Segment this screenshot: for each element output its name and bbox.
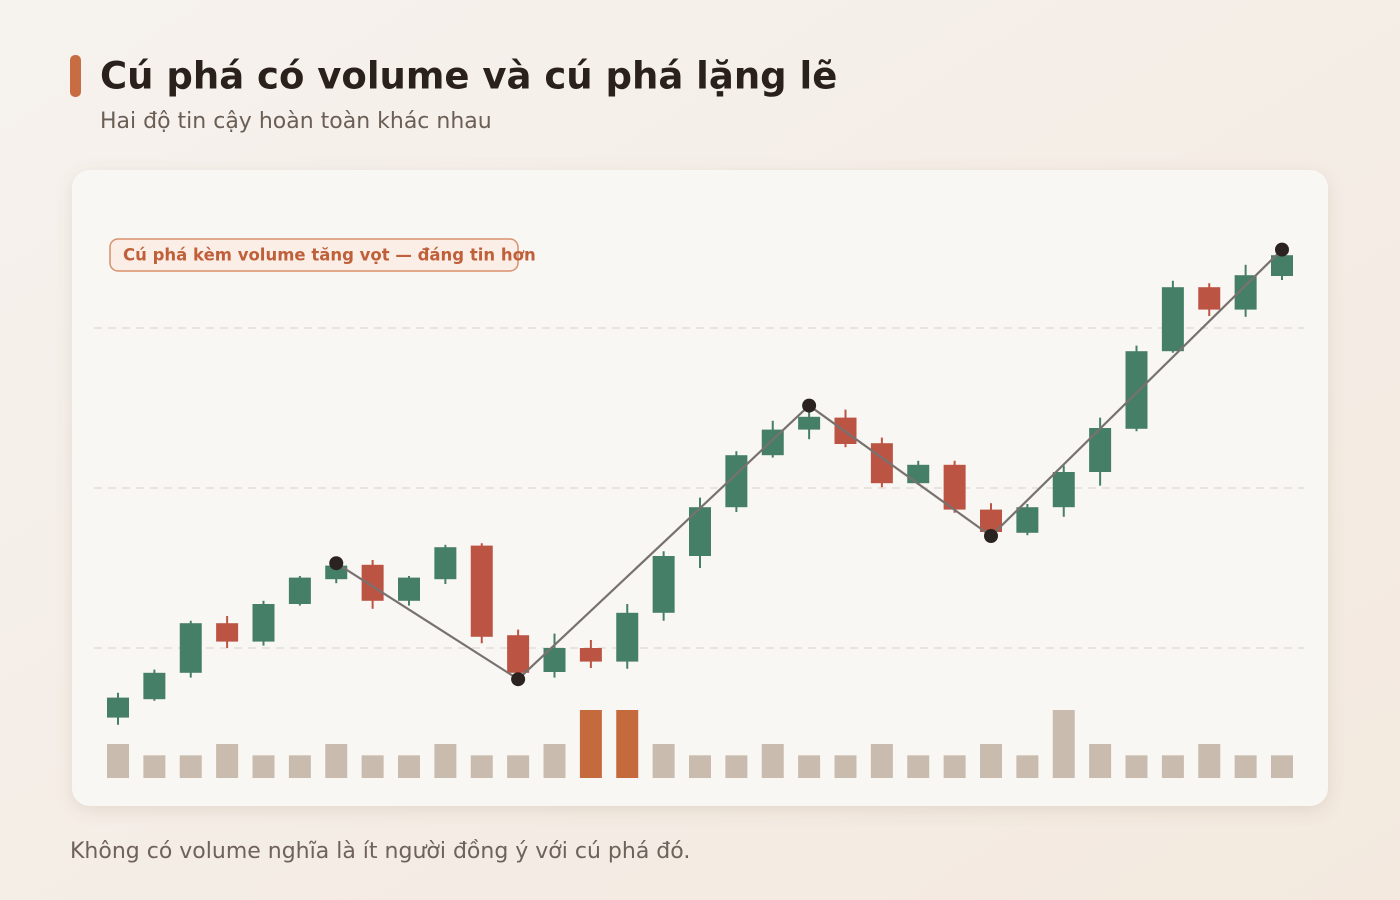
- volume-bar: [943, 755, 966, 778]
- candle-body: [398, 577, 420, 601]
- volume-bar: [907, 755, 930, 778]
- volume-bar: [1161, 755, 1184, 778]
- volume-bar: [761, 744, 784, 778]
- volume-bar: [216, 744, 239, 778]
- candle-body: [507, 635, 530, 673]
- candle-body: [288, 577, 311, 604]
- annotation-box: [109, 238, 519, 272]
- candle-body: [1016, 507, 1039, 533]
- volume-bar: [579, 710, 602, 778]
- volume-bar: [288, 755, 311, 778]
- volume-bar: [1089, 744, 1112, 778]
- volume-bar: [652, 744, 675, 778]
- pivot-point: [329, 556, 344, 571]
- candle-body: [1052, 472, 1075, 508]
- pivot-point: [1275, 242, 1289, 257]
- volume-bar: [143, 755, 166, 778]
- title-accent: [70, 55, 81, 97]
- candle-body: [616, 612, 639, 662]
- chart-subtitle: Hai độ tin cậy hoàn toàn khác nhau: [100, 109, 492, 134]
- volume-bar: [1016, 755, 1039, 778]
- volume-bar: [107, 744, 129, 778]
- candle-body: [1234, 275, 1257, 310]
- candle-body: [652, 556, 675, 613]
- candle-body: [1271, 255, 1293, 276]
- volume-bar: [834, 755, 857, 778]
- chart-title: Cú phá có volume và cú phá lặng lẽ: [100, 55, 837, 98]
- annotation: Cú phá kèm volume tăng vọt — đáng tin hơ…: [123, 246, 536, 265]
- candle-body: [907, 464, 930, 484]
- candle-body: [943, 464, 966, 510]
- volume-bar: [179, 755, 202, 778]
- volume-bar: [507, 755, 530, 778]
- volume-bar: [361, 755, 384, 778]
- caption: Không có volume nghĩa là ít người đồng ý…: [70, 839, 690, 864]
- volume-bar: [252, 755, 275, 778]
- pivot-point: [511, 672, 526, 687]
- candle-body: [689, 507, 711, 556]
- candle-body: [143, 672, 166, 700]
- pivot-point: [984, 529, 998, 543]
- candle-body: [434, 547, 457, 580]
- volume-bar: [434, 744, 457, 778]
- candle-body: [252, 604, 275, 642]
- candle-body: [980, 509, 1002, 532]
- volume-bar: [398, 755, 420, 778]
- candle-body: [325, 565, 348, 580]
- volume-bar: [798, 755, 821, 778]
- volume-bar: [725, 755, 748, 778]
- candle-body: [216, 623, 239, 642]
- candle-body: [579, 648, 602, 662]
- candle-body: [179, 623, 202, 673]
- candle-body: [543, 648, 566, 672]
- candle-body: [1089, 428, 1112, 472]
- candle-body: [1161, 287, 1184, 352]
- volume-bar: [1198, 744, 1221, 778]
- candle-body: [1198, 287, 1221, 310]
- candle-body: [470, 545, 493, 637]
- volume-bar: [1052, 710, 1075, 778]
- volume-bar: [616, 710, 639, 778]
- volume-bar: [325, 744, 348, 778]
- plot-area: [94, 242, 1304, 778]
- candle-body: [798, 416, 821, 430]
- volume-bar: [1271, 755, 1293, 778]
- volume-bar: [870, 744, 893, 778]
- volume-bar: [1125, 755, 1148, 778]
- volume-bar: [543, 744, 566, 778]
- pivot-point: [802, 398, 817, 413]
- volume-bar: [470, 755, 493, 778]
- volume-bar: [1234, 755, 1257, 778]
- volume-bar: [980, 744, 1002, 778]
- volume-bar: [689, 755, 711, 778]
- candle-body: [361, 564, 384, 601]
- candle-body: [107, 697, 129, 718]
- candle-body: [1125, 351, 1148, 429]
